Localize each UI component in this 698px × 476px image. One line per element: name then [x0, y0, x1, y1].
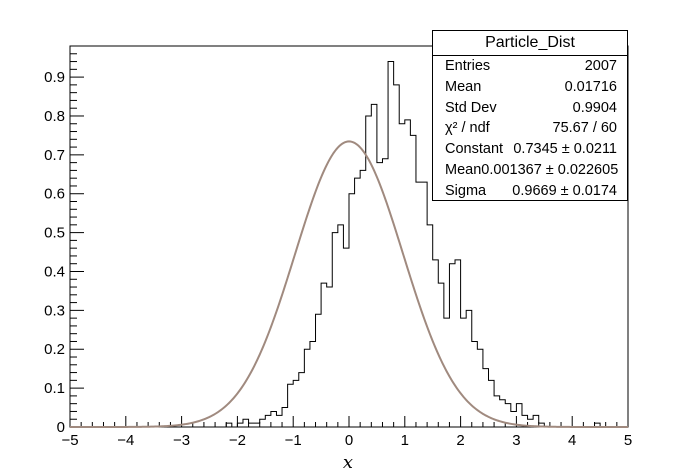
histogram-bin [360, 170, 366, 427]
histogram-bin [237, 423, 243, 427]
x-tick-label: −4 [117, 432, 134, 449]
histogram-bin [304, 349, 310, 427]
histogram-bin [265, 415, 271, 427]
stats-row: Constant 0.7345 ± 0.0211 [433, 139, 627, 160]
histogram-bin [226, 423, 232, 427]
histogram-bin [276, 415, 282, 427]
y-tick-label: 0.8 [44, 108, 65, 125]
y-tick-label: 0.2 [44, 341, 65, 358]
x-tick-labels: −5 −4 −3 −2 −1 0 1 2 3 4 5 [61, 432, 632, 449]
histogram-bin [349, 194, 355, 427]
x-tick-label: 5 [624, 432, 632, 449]
y-tick-labels: 0 0.1 0.2 0.3 0.4 0.5 0.6 0.7 0.8 0.9 [44, 69, 65, 436]
histogram-bin [332, 233, 338, 427]
histogram-bin [394, 85, 400, 427]
histogram-bin [427, 225, 433, 427]
histogram-bin [516, 404, 522, 427]
stats-row: Sigma 0.9669 ± 0.0174 [433, 181, 627, 202]
histogram-bin [327, 287, 333, 427]
stats-row-value: 0.7345 ± 0.0211 [513, 141, 617, 158]
y-tick-label: 0.5 [44, 225, 65, 242]
x-tick-label: 4 [568, 432, 576, 449]
histogram-bin [321, 283, 327, 427]
histogram-bin [377, 163, 383, 427]
x-tick-label: −1 [285, 432, 302, 449]
x-axis-title: x [343, 452, 353, 473]
histogram-bin [466, 310, 472, 427]
stats-row: χ² / ndf 75.67 / 60 [433, 118, 627, 139]
histogram-bin [288, 384, 294, 427]
histogram-bin [282, 408, 288, 427]
stats-row: Mean 0.01716 [433, 77, 627, 98]
x-tick-label: 3 [512, 432, 520, 449]
histogram-bin [472, 341, 478, 427]
y-tick-label: 0.1 [44, 380, 65, 397]
stats-row-label: χ² / ndf [445, 120, 490, 137]
y-tick-label: 0.9 [44, 69, 65, 86]
histogram-bin [249, 423, 255, 427]
x-tick-label: 1 [401, 432, 409, 449]
stats-row-label: Sigma [445, 182, 487, 199]
y-tick-label: 0.7 [44, 147, 65, 164]
stats-row-value: 0.001367 ± 0.022605 [481, 161, 619, 178]
histogram-bin [371, 104, 377, 427]
histogram-bin [461, 318, 467, 427]
histogram-bin [355, 178, 361, 427]
stats-row-value: 0.9669 ± 0.0174 [512, 182, 617, 199]
stats-row-value: 0.9904 [572, 99, 617, 116]
histogram-bin [388, 62, 394, 427]
stats-row: Mean 0.001367 ± 0.022605 [433, 160, 627, 181]
histogram-bin [260, 419, 266, 427]
y-tick-label: 0.6 [44, 186, 65, 203]
histogram-bin [271, 411, 277, 427]
histogram-bin [449, 264, 455, 427]
stats-row: Entries 2007 [433, 56, 627, 77]
stats-row-value: 75.67 / 60 [552, 120, 618, 137]
histogram-bin [343, 248, 349, 427]
stats-rows: Entries 2007 Mean 0.01716 Std Dev 0.9904 χ² / … [433, 56, 627, 202]
histogram-bin [422, 182, 428, 427]
y-tick-label: 0 [57, 419, 65, 436]
histogram-bin [310, 341, 316, 427]
stats-row-label: Mean [445, 78, 482, 95]
histogram-bin [477, 349, 483, 427]
stats-row-label: Constant [445, 141, 504, 158]
stats-row-label: Entries [445, 58, 491, 74]
x-tick-label: 2 [456, 432, 464, 449]
stats-row-label: Mean [445, 161, 482, 178]
x-tick-label: −3 [173, 432, 190, 449]
stats-row-value: 2007 [584, 58, 617, 74]
stats-row-label: Std Dev [445, 99, 497, 116]
x-tick-label: −5 [61, 432, 78, 449]
histogram-bin [293, 380, 299, 427]
histogram-bin [455, 260, 461, 427]
x-tick-label: 0 [345, 432, 353, 449]
x-tick-label: −2 [229, 432, 246, 449]
histogram-bin [494, 396, 500, 427]
histogram-bin [338, 225, 344, 427]
histogram-bin [254, 423, 260, 427]
stats-row-value: 0.01716 [564, 78, 617, 95]
gaussian-fit-curve [70, 140, 628, 428]
histogram-bin [299, 373, 305, 427]
histogram-bin [316, 314, 322, 427]
stats-box-title: Particle_Dist [433, 31, 627, 56]
y-tick-label: 0.4 [44, 263, 65, 280]
histogram-bin [483, 369, 489, 427]
histogram-bin [399, 124, 405, 427]
stats-row: Std Dev 0.9904 [433, 98, 627, 119]
histogram-outline [70, 61, 628, 428]
y-tick-label: 0.3 [44, 302, 65, 319]
histogram-bin [243, 419, 249, 427]
stats-box: Particle_Dist Entries 2007 Mean 0.01716 Std … [432, 30, 628, 201]
